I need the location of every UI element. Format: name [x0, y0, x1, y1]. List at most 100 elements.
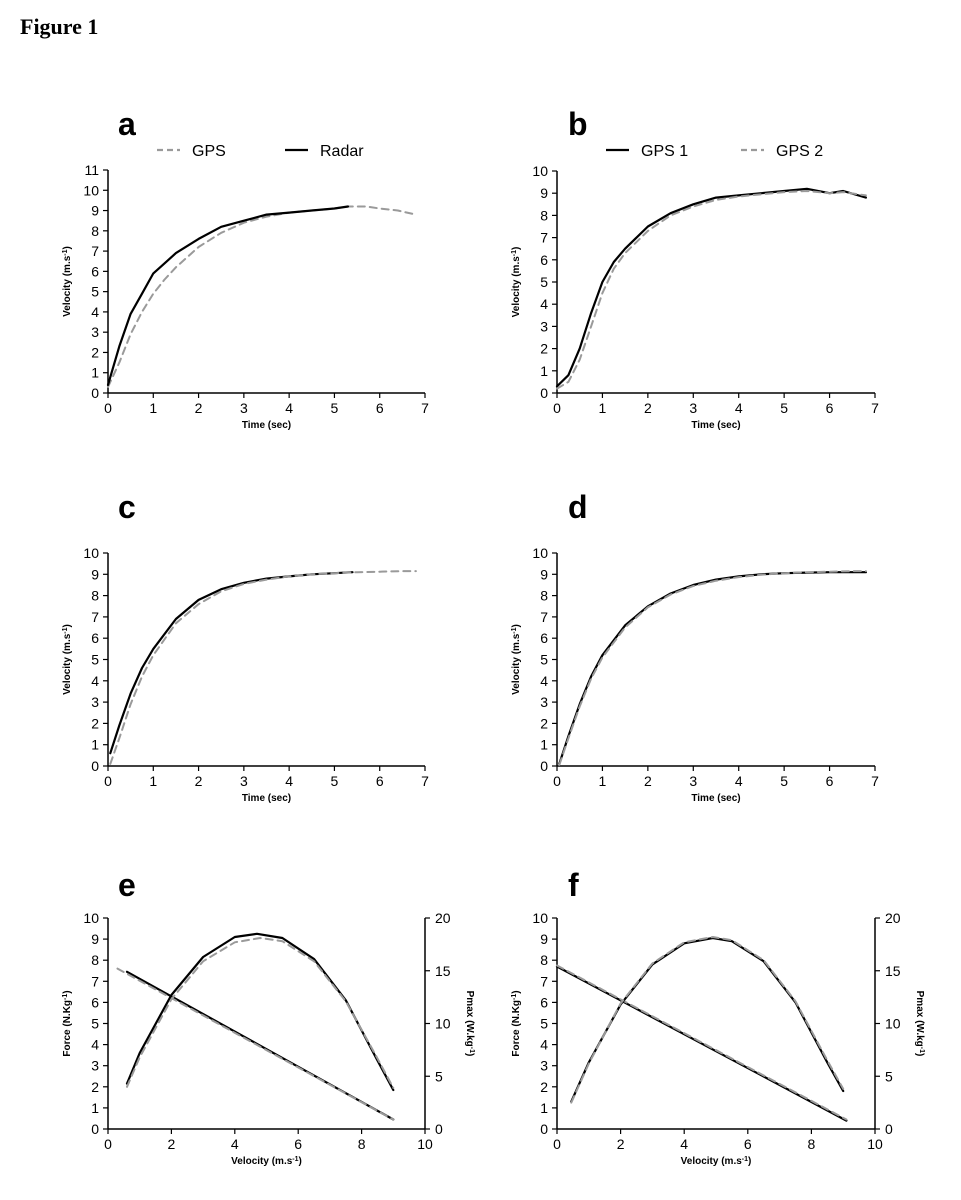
- x-tick-label: 1: [149, 773, 157, 789]
- series-line-gps-force: [116, 967, 395, 1121]
- x-tick-label: 1: [149, 400, 157, 416]
- x-tick-label: 0: [104, 773, 112, 789]
- legend-label: Radar: [320, 143, 364, 160]
- y-tick-label: 2: [540, 341, 548, 357]
- y-tick-label: 5: [91, 652, 99, 668]
- y-axis-label: Velocity (m.s-1): [511, 624, 523, 695]
- y-tick-label: 6: [540, 994, 548, 1010]
- panel-label-a: a: [118, 106, 136, 142]
- y-tick-label: 8: [91, 223, 99, 239]
- x-tick-label: 10: [867, 1136, 883, 1152]
- legend-label: GPS: [192, 143, 226, 160]
- series-line-gps-model: [109, 570, 417, 765]
- y-axis-label: Velocity (m.s-1): [62, 624, 74, 695]
- x-tick-label: 5: [331, 773, 339, 789]
- series-line-gps-1: [555, 187, 867, 388]
- x-tick-label: 6: [376, 400, 384, 416]
- x-tick-label: 0: [553, 1136, 561, 1152]
- y-tick-label: 10: [83, 910, 99, 926]
- y-tick-label: 4: [91, 1037, 99, 1053]
- x-axis-label: Time (sec): [691, 793, 740, 804]
- y2-tick-label: 0: [885, 1121, 893, 1137]
- x-tick-label: 2: [617, 1136, 625, 1152]
- x-tick-label: 0: [553, 773, 561, 789]
- y-tick-label: 6: [91, 994, 99, 1010]
- y-tick-label: 8: [540, 207, 548, 223]
- y-tick-label: 2: [91, 1079, 99, 1095]
- y2-tick-label: 10: [885, 1016, 901, 1032]
- x-tick-label: 10: [417, 1136, 433, 1152]
- series-line-radar-model: [109, 571, 354, 755]
- x-tick-label: 7: [421, 400, 429, 416]
- y-tick-label: 1: [540, 737, 548, 753]
- y-tick-label: 10: [532, 545, 548, 561]
- panel-label-d: d: [568, 489, 588, 525]
- y-tick-label: 8: [91, 588, 99, 604]
- x-tick-label: 7: [421, 773, 429, 789]
- x-tick-label: 6: [744, 1136, 752, 1152]
- x-axis-label: Time (sec): [691, 420, 740, 431]
- y-axis-label: Force (N.Kg-1): [511, 990, 523, 1056]
- y-tick-label: 7: [91, 973, 99, 989]
- x-tick-label: 3: [689, 400, 697, 416]
- y-tick-label: 2: [540, 715, 548, 731]
- x-tick-label: 2: [644, 773, 652, 789]
- y-tick-label: 7: [91, 243, 99, 259]
- y-tick-label: 0: [540, 758, 548, 774]
- y-tick-label: 10: [532, 163, 548, 179]
- panel-label-c: c: [118, 489, 136, 525]
- y-axis-label: Velocity (m.s-1): [511, 247, 523, 318]
- y-tick-label: 8: [540, 952, 548, 968]
- series-line-gps-2-force: [556, 964, 848, 1121]
- y2-tick-label: 20: [435, 910, 451, 926]
- y-tick-label: 3: [91, 324, 99, 340]
- x-tick-label: 8: [358, 1136, 366, 1152]
- x-tick-label: 3: [689, 773, 697, 789]
- y-tick-label: 8: [91, 952, 99, 968]
- y-tick-label: 6: [91, 263, 99, 279]
- y-tick-label: 1: [540, 1100, 548, 1116]
- x-tick-label: 6: [826, 400, 834, 416]
- y-tick-label: 8: [540, 588, 548, 604]
- panel-d: d 0 1 2 3 4 5 6 7 8 9 10 0 1 2 3 4 5 6 7 Time (sec) Velocity …: [511, 489, 880, 804]
- y2-tick-label: 10: [435, 1016, 451, 1032]
- y-tick-label: 1: [91, 737, 99, 753]
- series-line-gps-2-power: [570, 936, 845, 1104]
- y-tick-label: 3: [540, 1058, 548, 1074]
- x-tick-label: 5: [780, 773, 788, 789]
- x-tick-label: 2: [644, 400, 652, 416]
- y-tick-label: 3: [91, 694, 99, 710]
- y-tick-label: 7: [91, 609, 99, 625]
- y-tick-label: 0: [91, 1121, 99, 1137]
- y-tick-label: 9: [540, 931, 548, 947]
- series-line-gps-1-model: [558, 571, 867, 765]
- y-tick-label: 4: [91, 673, 99, 689]
- x-tick-label: 2: [168, 1136, 176, 1152]
- y-tick-label: 0: [540, 385, 548, 401]
- y-tick-label: 9: [540, 566, 548, 582]
- panel-label-b: b: [568, 106, 588, 142]
- y-axis-label: Force (N.Kg-1): [62, 990, 74, 1056]
- x-tick-label: 4: [735, 400, 743, 416]
- x-tick-label: 5: [780, 400, 788, 416]
- y-tick-label: 4: [540, 1037, 548, 1053]
- x-tick-label: 7: [871, 400, 879, 416]
- x-tick-label: 0: [104, 400, 112, 416]
- x-tick-label: 4: [285, 773, 293, 789]
- y2-tick-label: 0: [435, 1121, 443, 1137]
- x-tick-label: 8: [808, 1136, 816, 1152]
- panel-a: a 0 1 2 3 4 5 6 7 8 9 10 11 0 1 2 3 4 5 6 7 Time (sec) Velocit…: [62, 106, 430, 431]
- x-tick-label: 3: [240, 773, 248, 789]
- y-tick-label: 9: [91, 931, 99, 947]
- y-tick-label: 3: [91, 1058, 99, 1074]
- x-tick-label: 7: [871, 773, 879, 789]
- y-tick-label: 3: [540, 694, 548, 710]
- y-tick-label: 5: [91, 1016, 99, 1032]
- y-tick-label: 2: [91, 715, 99, 731]
- y-tick-label: 4: [540, 296, 548, 312]
- y-tick-label: 5: [91, 284, 99, 300]
- x-tick-label: 1: [599, 400, 607, 416]
